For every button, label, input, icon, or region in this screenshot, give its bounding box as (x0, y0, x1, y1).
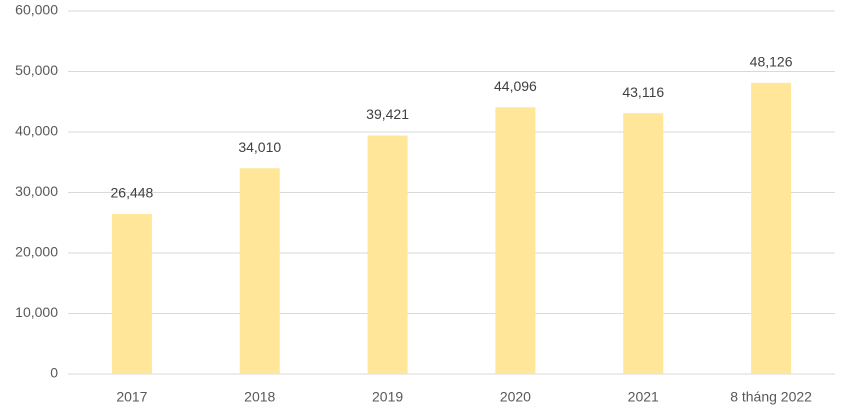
data-label: 39,421 (366, 106, 409, 122)
data-label: 26,448 (111, 185, 154, 201)
bar (367, 135, 408, 374)
y-tick-label: 50,000 (15, 62, 58, 78)
x-tick-label: 2021 (628, 389, 659, 405)
x-tick-label: 2019 (372, 389, 403, 405)
y-tick-label: 60,000 (15, 2, 58, 18)
bar (623, 113, 664, 375)
data-label: 43,116 (622, 84, 664, 100)
bar (495, 107, 536, 374)
bar (239, 168, 280, 374)
y-tick-label: 0 (50, 365, 58, 381)
x-tick-label: 2017 (116, 389, 147, 405)
y-tick-label: 40,000 (15, 123, 58, 139)
x-tick-label: 2018 (244, 389, 275, 405)
data-label: 34,010 (238, 139, 281, 155)
x-tick-label: 2020 (500, 389, 531, 405)
y-tick-label: 10,000 (15, 304, 58, 320)
y-tick-label: 20,000 (15, 244, 58, 260)
x-tick-label: 8 tháng 2022 (730, 389, 812, 405)
data-label: 44,096 (494, 78, 537, 94)
data-label: 48,126 (750, 54, 793, 70)
bar (751, 82, 792, 374)
y-tick-label: 30,000 (15, 183, 58, 199)
bar (111, 213, 152, 374)
